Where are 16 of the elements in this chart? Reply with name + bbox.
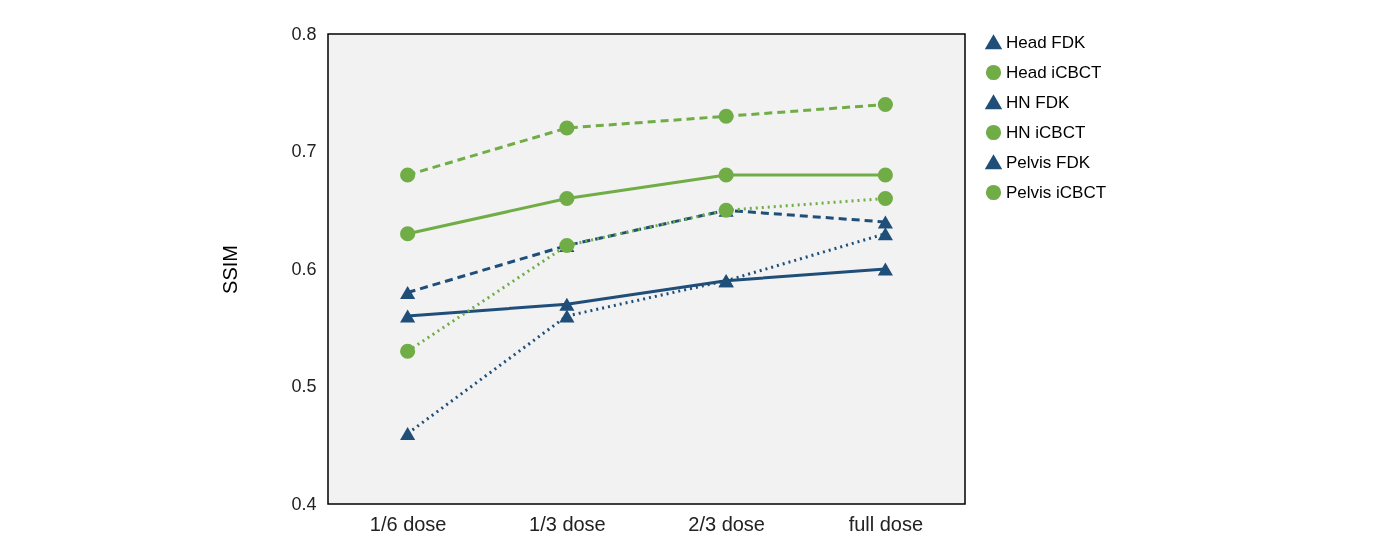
legend-label: HN FDK (1006, 92, 1070, 112)
y-axis-title: SSIM (219, 245, 242, 294)
legend-label: Pelvis iCBCT (1006, 182, 1107, 202)
y-tick-label: 0.6 (291, 258, 317, 279)
legend-label: HN iCBCT (1006, 122, 1086, 142)
y-tick-label: 0.4 (291, 493, 317, 514)
x-tick-label: 1/6 dose (369, 512, 447, 535)
x-tick-label: 1/3 dose (529, 512, 606, 535)
legend-label: Head iCBCT (1006, 62, 1102, 82)
y-tick-label: 0.8 (291, 23, 317, 44)
x-tick-label: 2/3 dose (688, 512, 765, 535)
legend-label: Head FDK (1006, 32, 1087, 52)
y-tick-label: 0.7 (291, 141, 317, 161)
y-tick-label: 0.5 (291, 376, 317, 396)
x-tick-label: full dose (848, 512, 924, 535)
legend-label: Pelvis FDK (1006, 152, 1091, 172)
